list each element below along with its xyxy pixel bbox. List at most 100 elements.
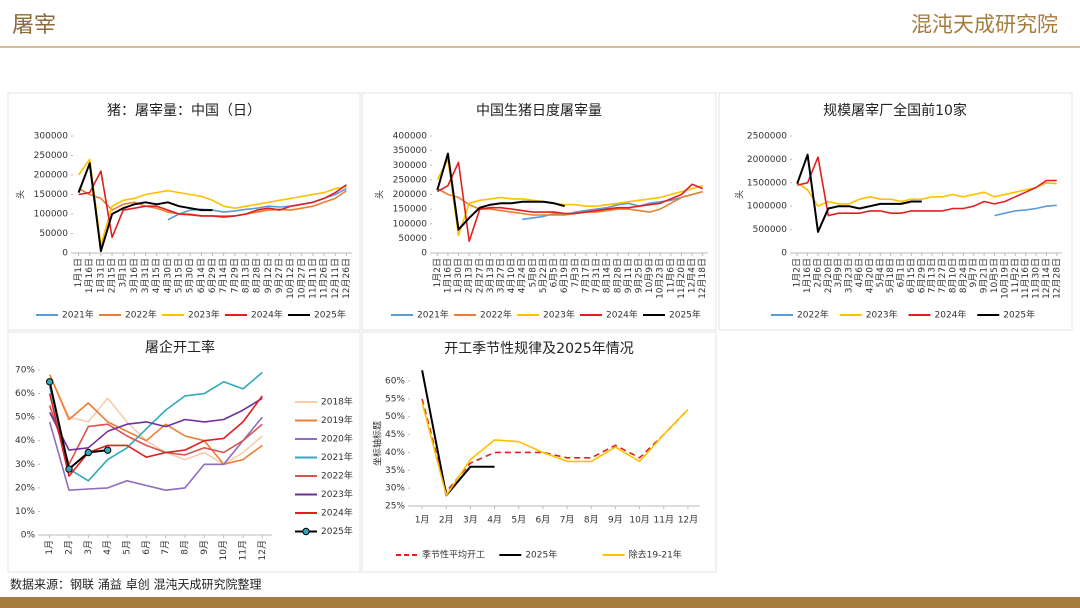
x-tick-label: 6月19日 <box>559 258 570 293</box>
y-tick-label: 250000 <box>34 151 69 161</box>
x-tick-label: 9月11日 <box>623 258 634 293</box>
x-tick-label: 11月11日 <box>307 258 318 299</box>
x-tick-label: 7月13日 <box>927 258 938 293</box>
y-tick-label: 150000 <box>393 205 428 215</box>
y-tick-label: 200000 <box>34 171 69 181</box>
series-line <box>796 153 922 233</box>
x-tick-label: 8月24日 <box>958 258 969 293</box>
x-tick-label: 8月10日 <box>947 258 958 293</box>
x-tick-label: 4月10日 <box>506 258 517 293</box>
x-tick-label: 1月16日 <box>84 258 95 293</box>
y-tick-label: 100000 <box>34 210 69 220</box>
x-tick-label: 3月16日 <box>129 258 140 293</box>
legend-label: 季节性平均开工 <box>422 549 485 561</box>
series-line <box>48 381 108 470</box>
x-tick-label: 9月7日 <box>968 258 979 287</box>
x-tick-label: 1月2日 <box>792 258 803 287</box>
x-tick-label: 10月12日 <box>285 258 296 299</box>
x-tick-label: 3月 <box>463 515 478 526</box>
x-tick-label: 1月16日 <box>442 258 453 293</box>
x-tick-label: 5月4日 <box>875 258 886 287</box>
x-tick-label: 7月17日 <box>580 258 591 293</box>
panel <box>361 92 717 331</box>
x-tick-label: 2月13日 <box>464 258 475 293</box>
series-line <box>421 370 495 497</box>
series-line <box>48 397 263 451</box>
y-tick-label: 10% <box>15 507 35 517</box>
y-tick-label: 50000 <box>398 234 427 244</box>
series-line <box>796 182 1057 207</box>
series-line <box>436 158 703 237</box>
x-tick-label: 11月6日 <box>665 258 676 293</box>
y-axis-label: 坐标轴标题 <box>372 421 384 466</box>
chart-title: 开工季节性规律及2025年情况 <box>444 341 634 357</box>
x-tick-label: 5月15日 <box>174 258 185 293</box>
x-tick-label: 4月 <box>487 515 502 526</box>
chart-title: 猪：屠宰量：中国（日） <box>107 103 261 119</box>
x-tick-label: 3月1日 <box>118 258 129 287</box>
x-tick-label: 6月 <box>536 515 551 526</box>
x-tick-label: 5月 <box>511 515 526 526</box>
x-tick-label: 2月6日 <box>812 258 823 287</box>
source-note: 数据来源：钢联 涌益 卓创 混沌天成研究院整理 <box>10 577 261 592</box>
y-tick-label: 0 <box>781 249 787 259</box>
x-tick-label: 3月 <box>83 540 94 555</box>
x-tick-label: 12月18日 <box>697 258 708 299</box>
legend-label: 2021年 <box>321 451 353 463</box>
y-tick-label: 50000 <box>39 229 68 239</box>
x-tick-label: 10月5日 <box>989 258 1000 293</box>
y-tick-label: 40% <box>15 436 35 446</box>
x-tick-label: 8月14日 <box>602 258 613 293</box>
x-tick-label: 5月22日 <box>538 258 549 293</box>
x-tick-label: 4月20日 <box>864 258 875 293</box>
x-tick-label: 7月3日 <box>570 258 581 287</box>
panel <box>7 331 361 573</box>
x-tick-label: 9月25日 <box>634 258 645 293</box>
legend-marker <box>302 527 310 536</box>
x-tick-label: 9月27日 <box>274 258 285 293</box>
x-tick-label: 4月30日 <box>162 258 173 293</box>
series-line <box>48 416 263 491</box>
x-tick-label: 1月30日 <box>453 258 464 293</box>
series-line <box>522 190 703 221</box>
x-tick-label: 7月31日 <box>591 258 602 293</box>
series-line <box>421 398 689 493</box>
y-tick-label: 60% <box>385 377 405 387</box>
series-line <box>421 402 689 497</box>
y-tick-label: 60% <box>15 389 35 399</box>
legend-label: 2022年 <box>480 309 512 321</box>
legend-label: 2023年 <box>543 309 575 321</box>
legend-label: 2018年 <box>321 396 353 408</box>
y-tick-label: 2000000 <box>747 155 787 165</box>
x-tick-label: 2月27日 <box>474 258 485 293</box>
legend-label: 2020年 <box>321 433 353 445</box>
y-tick-label: 50% <box>385 412 405 422</box>
y-axis-label: 头 <box>735 190 746 199</box>
x-tick-label: 7月 <box>560 515 575 526</box>
x-tick-label: 10月 <box>629 515 649 526</box>
series-line <box>77 158 347 246</box>
y-tick-label: 0 <box>421 249 427 259</box>
y-tick-label: 25% <box>385 502 405 512</box>
y-tick-label: 45% <box>385 430 405 440</box>
y-tick-label: 0 <box>62 249 68 259</box>
x-tick-label: 8月 <box>584 515 599 526</box>
x-tick-label: 6月29日 <box>916 258 927 293</box>
legend-label: 2019年 <box>321 414 353 426</box>
x-tick-label: 9月12日 <box>263 258 274 293</box>
x-tick-label: 6月14日 <box>196 258 207 293</box>
page-title: 屠宰 <box>12 13 56 38</box>
x-tick-label: 8月13日 <box>240 258 251 293</box>
point-marker <box>45 378 54 386</box>
series-line <box>436 152 565 231</box>
panel <box>7 92 361 331</box>
legend-label: 2022年 <box>797 309 829 321</box>
x-tick-label: 12月 <box>678 515 698 526</box>
x-tick-label: 8月 <box>180 540 191 555</box>
panel <box>718 92 1073 331</box>
x-tick-label: 12月 <box>257 540 268 560</box>
chart-title: 中国生猪日度屠宰量 <box>476 103 602 119</box>
series-line <box>78 170 347 239</box>
x-tick-label: 7月14日 <box>218 258 229 293</box>
